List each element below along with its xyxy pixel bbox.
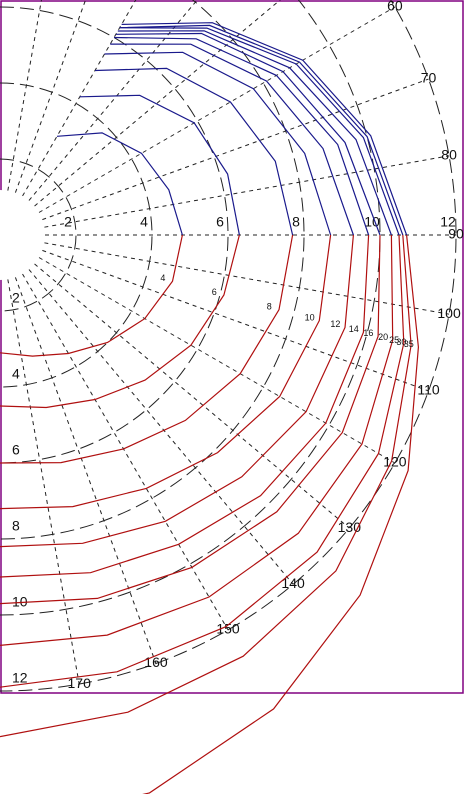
polar-curve [0, 132, 184, 357]
angle-line [38, 6, 396, 213]
angle-tick-label: 70 [421, 70, 437, 86]
curve-label: 35 [404, 339, 414, 349]
polar-curve [0, 43, 355, 548]
curve-label: 8 [267, 302, 272, 312]
polar-curve [0, 51, 332, 510]
angle-tick-label: 140 [281, 575, 305, 591]
polar-curve [0, 27, 405, 688]
r-tick-label: 6 [216, 214, 224, 230]
curve-label: 16 [363, 328, 373, 338]
angle-tick-label: 110 [417, 382, 440, 398]
curve-label: 12 [330, 319, 340, 329]
angle-line [38, 257, 396, 464]
angle-line [7, 0, 42, 191]
angle-line [44, 155, 450, 228]
speed-ring [0, 0, 457, 692]
r-tick-label: 6 [12, 442, 20, 458]
hole [0, 190, 45, 280]
speed-ring [0, 0, 381, 616]
angle-tick-label: 150 [216, 621, 240, 637]
polar-curve [0, 94, 241, 409]
polar-curve [0, 30, 394, 646]
angle-line [44, 242, 450, 315]
r-tick-label: 4 [140, 214, 148, 230]
speed-ring [0, 6, 229, 464]
curve-label: 6 [212, 287, 217, 297]
polar-curve [0, 32, 381, 605]
angle-line [28, 0, 198, 201]
r-tick-label: 4 [12, 366, 20, 382]
speed-ring [0, 158, 77, 312]
r-tick-label: 10 [12, 594, 28, 610]
angle-tick-label: 120 [383, 454, 407, 470]
angle-tick-label: 80 [441, 147, 457, 163]
polar-curve [0, 36, 370, 578]
r-tick-label: 2 [12, 290, 20, 306]
angle-line [7, 279, 80, 685]
angle-line [34, 263, 350, 529]
speed-ring [0, 82, 153, 388]
angle-tick-label: 60 [387, 0, 403, 14]
polar-curve [0, 67, 294, 464]
angle-line [22, 273, 229, 631]
angle-tick-label: 130 [338, 519, 362, 535]
r-tick-label: 2 [64, 214, 72, 230]
curve-label: 10 [305, 312, 315, 322]
angle-tick-label: 160 [144, 654, 168, 670]
r-tick-label: 8 [12, 518, 20, 534]
r-tick-label: 12 [12, 670, 28, 686]
curve-label: 20 [378, 332, 388, 342]
curve-label: 25 [389, 335, 399, 345]
polar-curve [121, 22, 420, 794]
angle-tick-label: 90 [448, 226, 464, 242]
curve-label: 14 [349, 324, 359, 334]
speed-ring [0, 0, 305, 540]
r-tick-label: 8 [292, 214, 300, 230]
curve-label: 4 [160, 273, 165, 283]
frame [0, 0, 464, 694]
r-tick-label: 12 [440, 214, 456, 230]
angle-tick-label: 170 [68, 675, 92, 691]
angle-tick-label: 100 [437, 305, 461, 321]
angle-line [22, 0, 137, 197]
polar-curve [0, 24, 412, 738]
curve-label: 30 [396, 337, 406, 347]
angle-line [28, 269, 294, 585]
